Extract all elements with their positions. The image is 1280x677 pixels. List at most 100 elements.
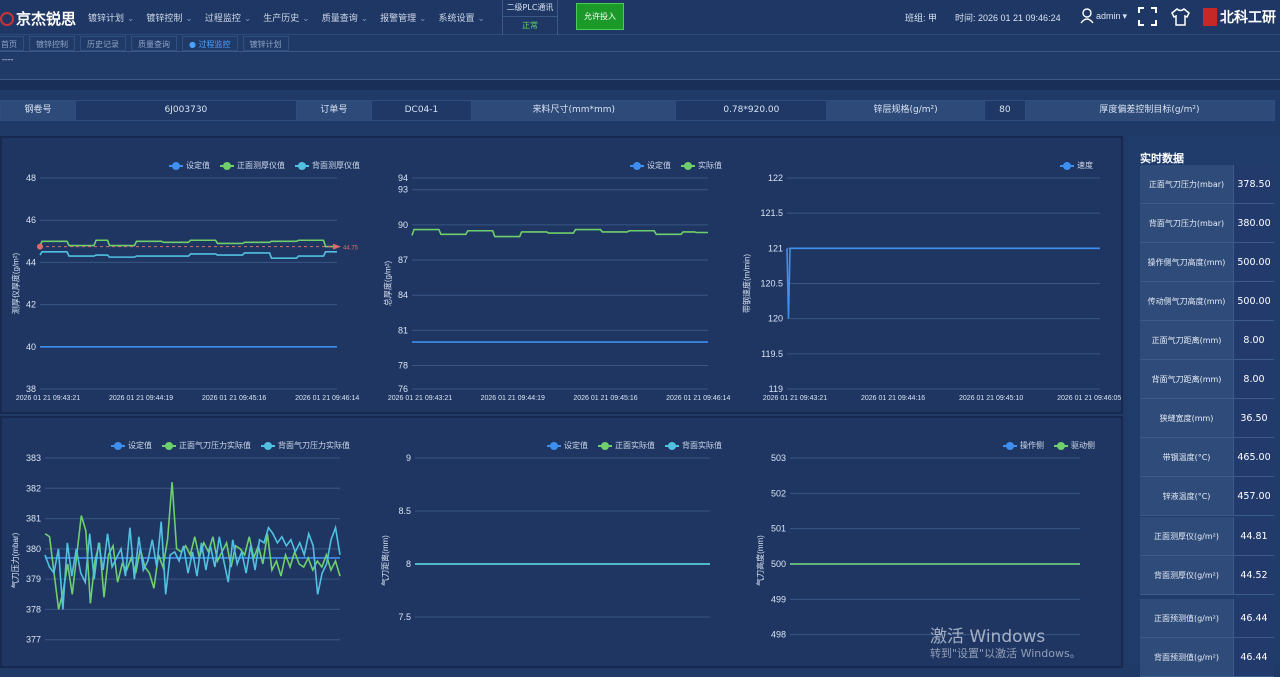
legend-item[interactable]: 正面测厚仪值 bbox=[220, 160, 285, 171]
legend-item[interactable]: 操作侧 bbox=[1003, 440, 1044, 451]
realtime-panel: 实时数据 正面气刀压力(mbar) 378.50 背面气刀压力(mbar) 380.0… bbox=[1128, 137, 1280, 677]
legend-label: 背面气刀压力实际值 bbox=[278, 441, 350, 450]
realtime-label: 狭缝宽度(mm) bbox=[1140, 399, 1233, 437]
legend-item[interactable]: 速度 bbox=[1060, 160, 1093, 171]
realtime-row: 操作侧气刀高度(mm) 500.00 bbox=[1140, 243, 1274, 282]
chart-legend: 设定值 正面测厚仪值 背面测厚仪值 bbox=[169, 160, 360, 171]
realtime-label: 操作侧气刀高度(mm) bbox=[1140, 243, 1233, 281]
legend-label: 设定值 bbox=[647, 161, 671, 170]
info-label-coil: 钢卷号 bbox=[1, 101, 76, 120]
realtime-row: 锌液温度(°C) 457.00 bbox=[1140, 477, 1274, 516]
chart-legend: 设定值 正面气刀压力实际值 背面气刀压力实际值 bbox=[111, 440, 350, 451]
realtime-row: 背面气刀距离(mm) 8.00 bbox=[1140, 360, 1274, 399]
nav-item-monitor[interactable]: 过程监控 bbox=[205, 11, 251, 24]
info-label-tolerance: 厚度偏差控制目标(g/m²) bbox=[1025, 101, 1274, 120]
realtime-row: 背面测厚仪(g/m²) 44.52 bbox=[1140, 556, 1274, 595]
realtime-value: 500.00 bbox=[1233, 282, 1274, 320]
windows-watermark: 激活 Windows bbox=[930, 627, 1046, 647]
realtime-row: 正面预测值(g/m²) 46.44 bbox=[1140, 599, 1274, 638]
legend-marker bbox=[1054, 441, 1068, 450]
nav-item-plan[interactable]: 镀锌计划 bbox=[88, 11, 134, 24]
legend-marker bbox=[162, 441, 176, 450]
legend-label: 操作侧 bbox=[1020, 441, 1044, 450]
brand-icon bbox=[1203, 8, 1217, 26]
realtime-row: 传动侧气刀高度(mm) 500.00 bbox=[1140, 282, 1274, 321]
legend-label: 正面实际值 bbox=[615, 441, 655, 450]
legend-item[interactable]: 驱动侧 bbox=[1054, 440, 1095, 451]
tab-monitor-label: 过程监控 bbox=[198, 40, 231, 49]
tab-monitor[interactable]: ● 过程监控 bbox=[182, 36, 238, 51]
realtime-value: 8.00 bbox=[1233, 321, 1274, 359]
windows-watermark-sub: 转到"设置"以激活 Windows。 bbox=[930, 647, 1081, 660]
legend-label: 驱动侧 bbox=[1071, 441, 1095, 450]
tab-history[interactable]: 历史记录 bbox=[80, 36, 126, 51]
realtime-value: 465.00 bbox=[1233, 438, 1274, 476]
user-menu[interactable]: admin ▾ bbox=[1080, 8, 1127, 24]
info-value-spec: 80 bbox=[984, 101, 1026, 120]
nav-item-quality[interactable]: 质量查询 bbox=[322, 11, 368, 24]
tab-plan[interactable]: 镀锌计划 bbox=[242, 36, 289, 51]
realtime-label: 锌液温度(°C) bbox=[1140, 477, 1233, 515]
legend-marker bbox=[169, 161, 183, 170]
legend-item[interactable]: 设定值 bbox=[547, 440, 588, 451]
legend-item[interactable]: 设定值 bbox=[111, 440, 152, 451]
info-value-order: DC04-1 bbox=[371, 101, 473, 120]
sub-toolbar: ---- bbox=[0, 53, 1280, 80]
realtime-row: 正面气刀距离(mm) 8.00 bbox=[1140, 321, 1274, 360]
fullscreen-icon[interactable] bbox=[1138, 7, 1157, 26]
plc-status-value: 正常 bbox=[522, 21, 538, 30]
info-value-coil: 6J003730 bbox=[75, 101, 297, 120]
realtime-value: 44.52 bbox=[1233, 556, 1274, 594]
nav-item-settings[interactable]: 系统设置 bbox=[439, 11, 485, 24]
realtime-value: 378.50 bbox=[1233, 165, 1274, 203]
realtime-label: 正面测厚仪(g/m²) bbox=[1140, 517, 1233, 555]
chart-legend: 操作侧 驱动侧 bbox=[1003, 440, 1095, 451]
legend-item[interactable]: 背面实际值 bbox=[665, 440, 722, 451]
legend-marker bbox=[665, 441, 679, 450]
tab-control[interactable]: 镀锌控制 bbox=[29, 36, 75, 51]
realtime-label: 背面测厚仪(g/m²) bbox=[1140, 556, 1233, 594]
legend-marker bbox=[598, 441, 612, 450]
globe-icon bbox=[0, 11, 14, 26]
legend-item[interactable]: 实际值 bbox=[681, 160, 722, 171]
info-label-size: 来料尺寸(mm*mm) bbox=[472, 101, 677, 120]
realtime-value: 46.44 bbox=[1233, 638, 1274, 676]
realtime-value: 500.00 bbox=[1233, 243, 1274, 281]
chart-row-1 bbox=[0, 136, 1123, 414]
legend-item[interactable]: 设定值 bbox=[630, 160, 671, 171]
nav-item-history[interactable]: 生产历史 bbox=[263, 11, 309, 24]
realtime-value: 8.00 bbox=[1233, 360, 1274, 398]
legend-label: 正面测厚仪值 bbox=[237, 161, 285, 170]
legend-label: 背面测厚仪值 bbox=[312, 161, 360, 170]
legend-label: 实际值 bbox=[698, 161, 722, 170]
main-nav: 镀锌计划 镀锌控制 过程监控 生产历史 质量查询 报警管理 系统设置 bbox=[88, 11, 485, 24]
realtime-label: 传动侧气刀高度(mm) bbox=[1140, 282, 1233, 320]
legend-marker bbox=[1003, 441, 1017, 450]
chart-legend: 设定值 正面实际值 背面实际值 bbox=[547, 440, 722, 451]
legend-marker bbox=[295, 161, 309, 170]
realtime-label: 背面预测值(g/m²) bbox=[1140, 638, 1233, 676]
user-icon bbox=[1080, 8, 1094, 24]
legend-item[interactable]: 正面实际值 bbox=[598, 440, 655, 451]
realtime-row: 正面测厚仪(g/m²) 44.81 bbox=[1140, 517, 1274, 556]
chart-legend: 速度 bbox=[1060, 160, 1093, 171]
shirt-icon[interactable] bbox=[1170, 7, 1191, 27]
nav-item-control[interactable]: 镀锌控制 bbox=[146, 11, 192, 24]
tab-quality[interactable]: 质量查询 bbox=[131, 36, 177, 51]
allow-button[interactable]: 允许投入 bbox=[576, 3, 624, 30]
realtime-row: 带钢温度(°C) 465.00 bbox=[1140, 438, 1274, 477]
tab-home[interactable]: 首页 bbox=[0, 36, 24, 51]
legend-item[interactable]: 背面气刀压力实际值 bbox=[261, 440, 350, 451]
legend-item[interactable]: 背面测厚仪值 bbox=[295, 160, 360, 171]
realtime-row: 背面气刀压力(mbar) 380.00 bbox=[1140, 204, 1274, 243]
shift-label: 班组: 甲 bbox=[905, 13, 938, 23]
legend-label: 速度 bbox=[1077, 161, 1093, 170]
legend-marker bbox=[220, 161, 234, 170]
realtime-row: 狭缝宽度(mm) 36.50 bbox=[1140, 399, 1274, 438]
user-name: admin bbox=[1096, 11, 1121, 21]
realtime-value: 44.81 bbox=[1233, 517, 1274, 555]
legend-item[interactable]: 设定值 bbox=[169, 160, 210, 171]
legend-item[interactable]: 正面气刀压力实际值 bbox=[162, 440, 251, 451]
top-header: 京杰锐思 镀锌计划 镀锌控制 过程监控 生产历史 质量查询 报警管理 系统设置 … bbox=[0, 0, 1280, 35]
nav-item-alarm[interactable]: 报警管理 bbox=[380, 11, 426, 24]
